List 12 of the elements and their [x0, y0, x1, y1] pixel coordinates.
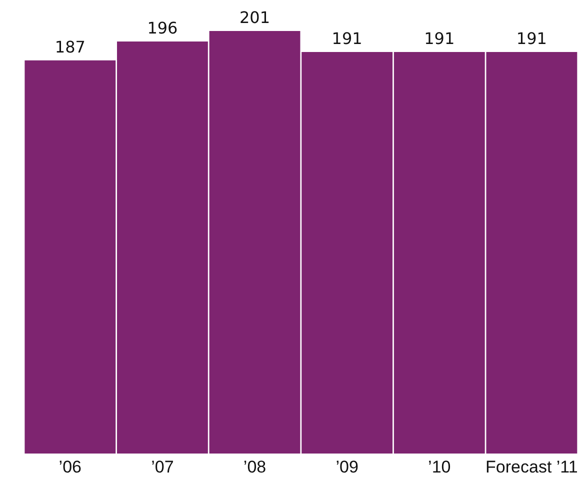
data-label: 191	[516, 29, 547, 48]
x-tick-label: ’09	[336, 457, 358, 476]
data-label: 187	[54, 38, 86, 57]
x-tick-label: ’10	[428, 457, 451, 476]
x-tick-label: Forecast ’11	[486, 457, 578, 476]
x-tick-label: ’06	[58, 457, 82, 476]
x-tick-label: ’07	[151, 457, 174, 476]
data-label: 191	[332, 29, 362, 48]
data-label: 191	[424, 29, 455, 48]
data-label: 196	[147, 18, 178, 38]
x-tick-label: ’08	[243, 457, 266, 476]
data-label: 201	[239, 8, 270, 28]
